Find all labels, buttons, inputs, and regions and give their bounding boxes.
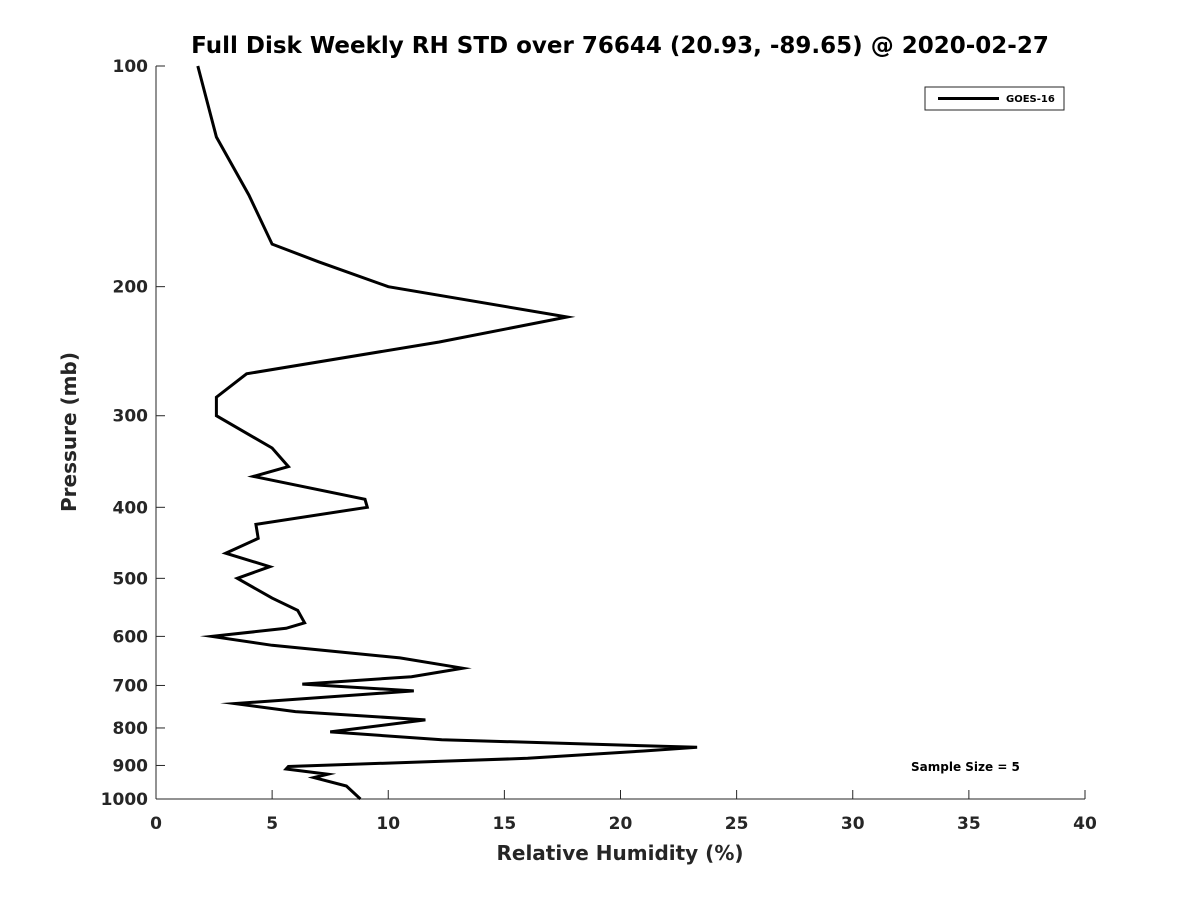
x-axis-label: Relative Humidity (%): [496, 841, 743, 865]
series-line-goes-16: [196, 65, 698, 801]
x-tick-label: 30: [841, 814, 865, 834]
y-tick-label: 300: [113, 407, 149, 427]
y-tick-label: 800: [113, 719, 149, 739]
y-tick-label: 700: [113, 676, 149, 696]
x-tick-label: 35: [957, 814, 981, 834]
series-group: [196, 65, 698, 801]
y-tick-label: 400: [113, 498, 149, 518]
y-tick-label: 600: [113, 627, 149, 647]
legend: GOES-16: [924, 86, 1065, 111]
y-axis-ticks: 100 200 300 400 500 600 700 800 900 1000: [101, 57, 165, 810]
x-axis-ticks: 0 5 10 15 20 25 30 35 40: [150, 790, 1097, 834]
x-tick-label: 15: [493, 814, 517, 834]
plot-area: [156, 66, 1085, 799]
x-tick-label: 25: [725, 814, 749, 834]
x-tick-label: 20: [609, 814, 633, 834]
y-tick-label: 500: [113, 569, 149, 589]
x-tick-label: 40: [1073, 814, 1097, 834]
chart-title: Full Disk Weekly RH STD over 76644 (20.9…: [191, 33, 1049, 59]
legend-label: GOES-16: [1006, 94, 1055, 105]
y-axis-label: Pressure (mb): [57, 352, 81, 512]
y-tick-label: 200: [113, 278, 149, 298]
x-tick-label: 5: [266, 814, 278, 834]
x-tick-label: 10: [376, 814, 400, 834]
y-tick-label: 900: [113, 756, 149, 776]
x-tick-label: 0: [150, 814, 162, 834]
sample-size-annotation: Sample Size = 5: [911, 760, 1020, 774]
y-tick-label: 100: [113, 57, 149, 77]
y-tick-label: 1000: [101, 790, 148, 810]
